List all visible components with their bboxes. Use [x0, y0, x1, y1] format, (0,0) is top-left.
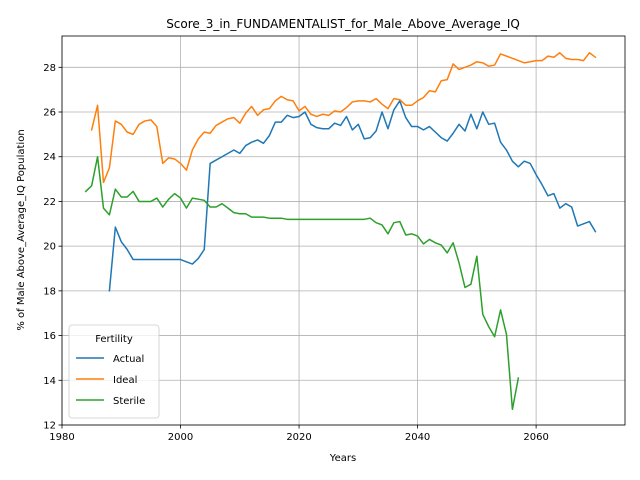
legend-label-actual: Actual	[113, 354, 144, 365]
series-line-actual	[108, 100, 597, 292]
y-tick-label: 14	[43, 376, 56, 387]
series-layer	[84, 52, 597, 411]
series-line-sterile	[84, 155, 520, 411]
legend-box	[68, 324, 160, 419]
x-tick-label: 2060	[523, 432, 548, 443]
y-tick-label: 18	[43, 286, 56, 297]
chart-title: Score_3_in_FUNDAMENTALIST_for_Male_Above…	[166, 17, 520, 31]
y-tick-label: 20	[43, 242, 56, 253]
legend-label-ideal: Ideal	[113, 375, 137, 386]
y-tick-label: 24	[43, 152, 56, 163]
legend-label-sterile: Sterile	[113, 396, 145, 407]
y-tick-label: 12	[43, 421, 56, 432]
y-axis-label: % of Male Above_Average_IQ Population	[16, 129, 27, 330]
legend-title: Fertility	[95, 334, 133, 345]
axes-frame	[61, 35, 626, 426]
x-tick-label: 1980	[49, 432, 74, 443]
y-tick-label: 16	[43, 331, 56, 342]
legend: Fertility Actual Ideal Sterile	[68, 324, 160, 419]
y-tick-label: 26	[43, 108, 56, 119]
y-axis: 12 14 16 18 20 22 24 26 28	[43, 63, 62, 432]
x-axis: 1980 2000 2020 2040 2060	[49, 425, 549, 443]
y-tick-label: 28	[43, 63, 56, 74]
y-tick-label: 22	[43, 197, 56, 208]
x-axis-label: Years	[329, 453, 356, 464]
series-line-ideal	[90, 52, 597, 184]
x-tick-label: 2040	[405, 432, 430, 443]
x-tick-label: 2020	[286, 432, 311, 443]
x-tick-label: 2000	[168, 432, 193, 443]
